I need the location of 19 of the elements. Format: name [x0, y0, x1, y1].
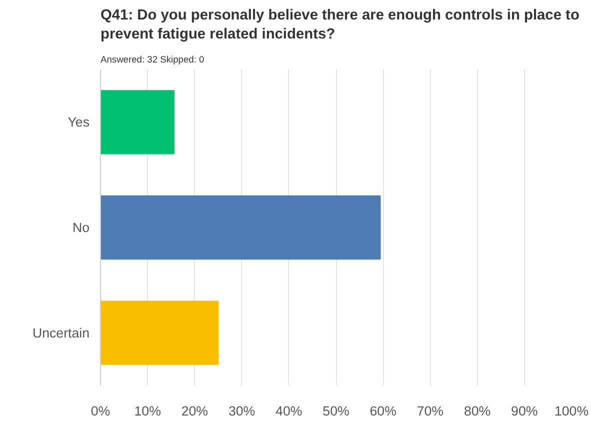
bar — [100, 300, 219, 365]
x-tick-label: 10% — [134, 404, 162, 418]
x-tick-label: 50% — [322, 404, 350, 418]
x-tick-label: 60% — [370, 404, 397, 418]
x-tick-label: 0% — [90, 404, 110, 418]
x-tick-label: 30% — [228, 404, 256, 418]
x-tick-label: 100% — [554, 404, 589, 418]
bar — [100, 195, 381, 260]
x-tick-label: 40% — [276, 404, 302, 418]
x-tick-label: 80% — [464, 404, 491, 418]
chart-title: Q41: Do you personally believe there are enough controls in place to prevent fatigue related incidents? — [100, 7, 580, 42]
x-tick-label: 70% — [416, 404, 444, 418]
y-tick-label: Yes — [68, 114, 90, 130]
chart-subtitle: Answered: 32 Skipped: 0 — [100, 54, 204, 64]
x-tick-label: 90% — [511, 404, 538, 418]
y-tick-label: Uncertain — [32, 325, 90, 340]
bar — [100, 90, 174, 154]
y-tick-label: No — [72, 220, 90, 235]
x-tick-label: 20% — [181, 404, 208, 418]
